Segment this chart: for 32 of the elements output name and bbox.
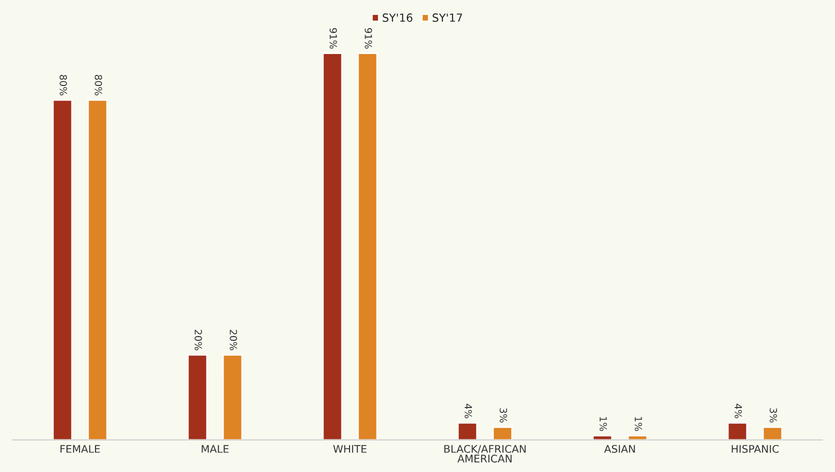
bar (357, 52, 378, 440)
bar (762, 426, 783, 440)
x-tick-label: HISPANIC (732, 444, 779, 453)
data-label: 1% (600, 417, 607, 431)
bar (627, 434, 648, 440)
data-label: 91% (330, 28, 337, 49)
data-label: 1% (634, 417, 642, 431)
data-label: 3% (770, 408, 778, 422)
bar (727, 422, 748, 440)
data-label: 91% (364, 28, 372, 49)
bar (52, 99, 73, 440)
data-label: 4% (734, 404, 742, 418)
data-label: 20% (230, 330, 238, 350)
x-tick-label: BLACK/AFRICAN AMERICAN (444, 444, 526, 463)
legend-label: SY'17 (432, 13, 462, 22)
bar (222, 354, 243, 440)
data-label: 4% (464, 404, 472, 418)
bar (87, 99, 108, 440)
data-label: 80% (94, 74, 102, 96)
x-tick-label: ASIAN (604, 444, 635, 453)
x-tick-label: WHITE (333, 445, 366, 453)
data-label: 3% (500, 408, 508, 422)
bar (322, 52, 343, 440)
x-tick-label: MALE (202, 445, 229, 453)
bar (492, 426, 513, 440)
legend-label: SY'16 (382, 13, 412, 22)
data-label: 20% (194, 330, 202, 350)
data-label: 80% (60, 74, 68, 96)
x-tick-label: FEMALE (60, 445, 100, 453)
bar (592, 434, 613, 440)
bar (457, 422, 478, 440)
bar (187, 354, 208, 440)
